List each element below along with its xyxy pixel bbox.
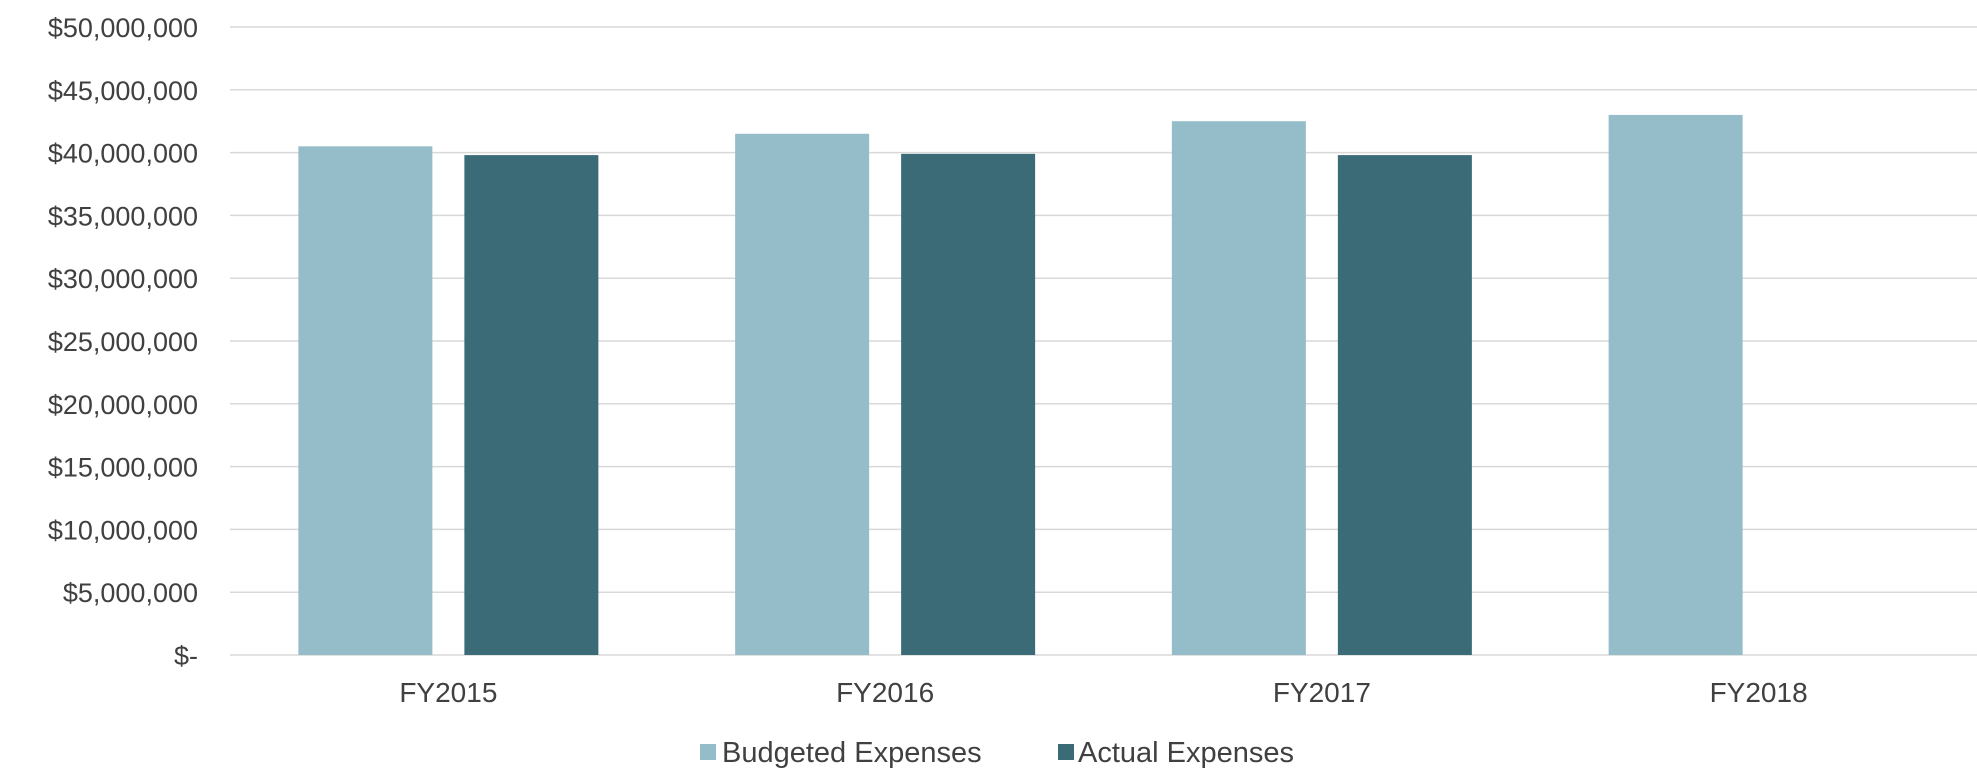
y-tick-label: $40,000,000 (48, 139, 198, 169)
legend[interactable]: Budgeted Expenses Actual Expenses (700, 737, 1294, 769)
bar-budgeted-expenses-fy2016 (735, 133, 870, 655)
bar-actual-expenses-fy2017 (1337, 155, 1472, 655)
y-tick-label: $10,000,000 (48, 515, 198, 545)
y-tick-label: $5,000,000 (63, 578, 198, 608)
y-tick-label: $- (174, 641, 198, 671)
x-category-label: FY2017 (1273, 677, 1371, 708)
legend-label-actual-expenses[interactable]: Actual Expenses (1078, 737, 1294, 769)
x-axis-category-labels: FY2015 FY2016 FY2017 FY2018 (399, 677, 1807, 708)
y-tick-label: $20,000,000 (48, 390, 198, 420)
bar-actual-expenses-fy2016 (901, 153, 1036, 655)
bars (298, 114, 1743, 656)
y-tick-label: $30,000,000 (48, 264, 198, 294)
bar-budgeted-expenses-fy2018 (1608, 114, 1743, 656)
x-category-label: FY2016 (836, 677, 934, 708)
y-tick-label: $45,000,000 (48, 76, 198, 106)
x-category-label: FY2015 (399, 677, 497, 708)
x-category-label: FY2018 (1710, 677, 1808, 708)
legend-label-budgeted-expenses[interactable]: Budgeted Expenses (722, 737, 982, 769)
y-tick-label: $15,000,000 (48, 453, 198, 483)
bar-actual-expenses-fy2015 (464, 155, 599, 655)
legend-swatch-actual-expenses (1058, 744, 1074, 760)
y-tick-label: $25,000,000 (48, 327, 198, 357)
legend-swatch-budgeted-expenses (700, 744, 716, 760)
bar-budgeted-expenses-fy2015 (298, 146, 433, 655)
y-axis-tick-labels: $- $5,000,000 $10,000,000 $15,000,000 $20,00… (48, 13, 198, 671)
y-tick-label: $35,000,000 (48, 201, 198, 231)
y-tick-label: $50,000,000 (48, 13, 198, 43)
bar-budgeted-expenses-fy2017 (1171, 121, 1306, 655)
